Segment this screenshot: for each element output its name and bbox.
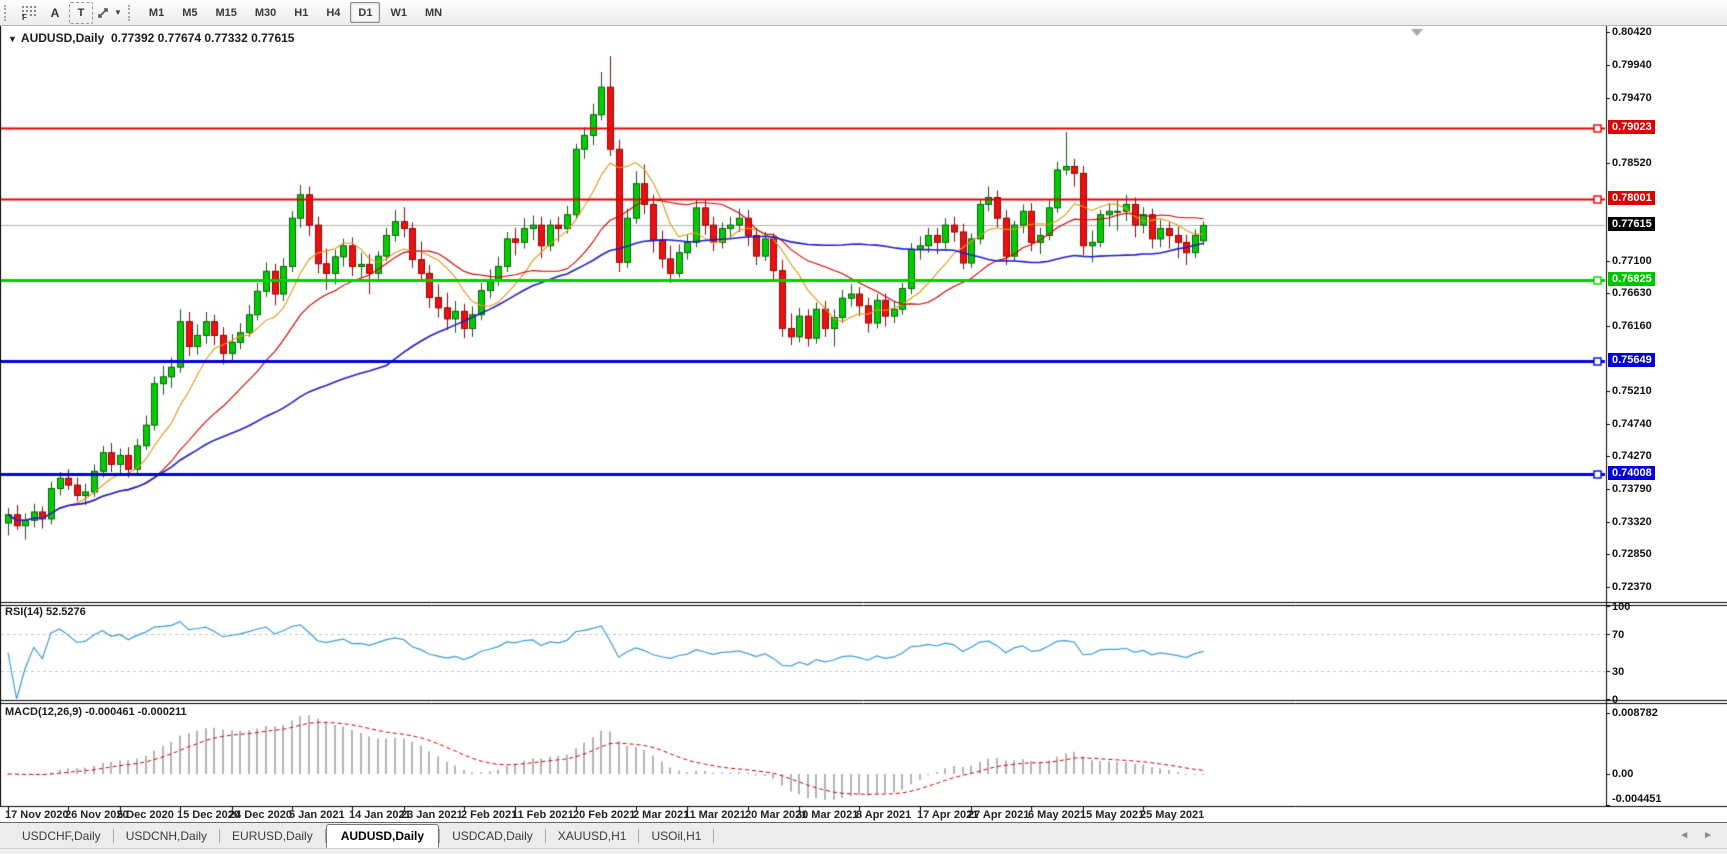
chart-tab-bar: USDCHF,Daily USDCNH,Daily EURUSD,Daily AUDU… [0, 822, 1727, 848]
chart-tab-xauusd-h1[interactable]: XAUUSD,H1 [557, 828, 627, 843]
chart-tab-usdcnh-daily[interactable]: USDCNH,Daily [125, 828, 208, 843]
status-strip [0, 848, 1727, 854]
chart-ohlc-values: 0.77392 0.77674 0.77332 0.77615 [110, 31, 295, 45]
timeframe-button-h1[interactable]: H1 [294, 6, 309, 19]
timeframe-button-m1[interactable]: M1 [148, 6, 165, 19]
tab-separator [112, 828, 114, 843]
macd-label: MACD(12,26,9) -0.000461 -0.000211 [5, 706, 187, 718]
tab-separator [638, 828, 640, 843]
text-label-tool-icon[interactable]: A [50, 5, 60, 20]
tabs-scroll-left-icon[interactable]: ◄ [1679, 830, 1690, 841]
chart-tab-eurusd-daily[interactable]: EURUSD,Daily [232, 828, 313, 843]
tab-separator [324, 828, 326, 843]
tab-separator [544, 828, 546, 843]
rsi-label: RSI(14) 52.5276 [5, 606, 86, 618]
timeframe-button-m5[interactable]: M5 [182, 6, 198, 19]
text-box-tool-icon[interactable]: T [69, 1, 93, 24]
chart-tabs: USDCHF,Daily USDCNH,Daily EURUSD,Daily AUDU… [0, 823, 715, 848]
symbol-dropdown-icon[interactable]: ▼ [8, 34, 17, 44]
grid-f-letter: F [22, 13, 27, 20]
price-chart-canvas[interactable] [0, 26, 1727, 822]
arrows-tool-caret-icon[interactable]: ▼ [114, 8, 122, 17]
arrows-tool-icon[interactable]: ▼ [95, 2, 123, 24]
timeframe-button-d1[interactable]: D1 [350, 2, 381, 23]
tabs-scroll-right-icon[interactable]: ► [1703, 830, 1713, 841]
tab-scroll-controls: ◄ ► [1679, 830, 1727, 841]
grid-f-tool-icon[interactable]: F [17, 2, 41, 24]
timeframe-button-h4[interactable]: H4 [326, 6, 341, 19]
timeframe-button-m30[interactable]: M30 [254, 6, 277, 19]
toolbar-drag-handle[interactable] [4, 4, 11, 21]
timeframe-group-handle[interactable] [127, 4, 135, 21]
tab-separator [439, 828, 441, 843]
timeframe-toolbar: M1 M5 M15 M30 H1 H4 D1 W1 MN [140, 2, 451, 23]
tab-separator [713, 828, 715, 843]
chart-tab-usdcad-daily[interactable]: USDCAD,Daily [452, 828, 533, 843]
tab-separator [219, 828, 221, 843]
timeframe-button-w1[interactable]: W1 [390, 6, 407, 19]
chart-symbol: AUDUSD,Daily [20, 31, 105, 45]
chart-tab-audusd-daily[interactable]: AUDUSD,Daily [325, 824, 440, 848]
timeframe-button-mn[interactable]: MN [424, 6, 443, 19]
toolbar: F A T ▼ M1 M5 M15 M30 H1 H4 D1 W1 MN [0, 0, 1727, 26]
chart-tab-usdchf-daily[interactable]: USDCHF,Daily [22, 828, 101, 843]
chart-title[interactable]: ▼ AUDUSD,Daily 0.77392 0.77674 0.77332 0.… [8, 31, 294, 45]
chart-tab-usoil-h1[interactable]: USOil,H1 [651, 828, 702, 843]
timeframe-button-m15[interactable]: M15 [215, 6, 237, 19]
